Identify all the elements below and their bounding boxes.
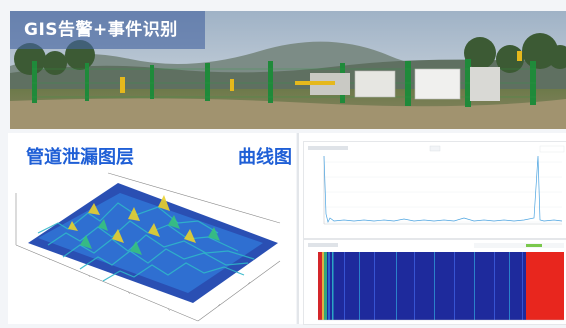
site-photo-icon	[10, 11, 566, 129]
site-photo-banner: GIS告警+事件识别	[10, 11, 566, 129]
leak-layer-title: 管道泄漏图层	[26, 147, 134, 168]
spectrogram-box	[303, 239, 566, 325]
banner-title: GIS告警+事件识别	[10, 11, 205, 49]
line-chart-icon	[308, 145, 565, 225]
leak-layer-panel: 管道泄漏图层 曲线图	[8, 133, 296, 324]
line-chart-box	[303, 141, 566, 239]
curve-chart-title: 曲线图	[238, 147, 292, 168]
curve-panel	[297, 133, 566, 325]
3d-surface-plot-icon	[15, 172, 281, 322]
waterfall-spectrogram-icon	[308, 243, 564, 321]
